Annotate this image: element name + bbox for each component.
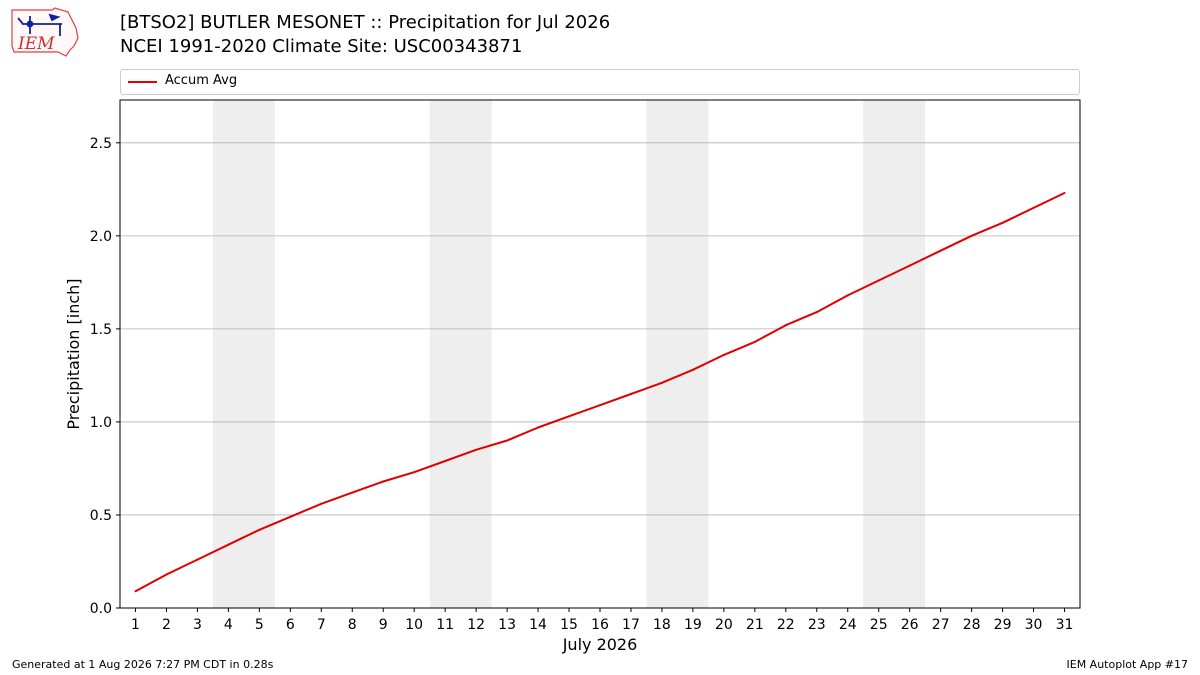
data-point xyxy=(289,515,292,518)
chart-title: [BTSO2] BUTLER MESONET :: Precipitation … xyxy=(120,12,611,33)
data-point xyxy=(846,294,849,297)
data-point xyxy=(134,590,137,593)
x-tick-label: 31 xyxy=(1056,617,1074,633)
data-point xyxy=(382,480,385,483)
generated-timestamp: Generated at 1 Aug 2026 7:27 PM CDT in 0… xyxy=(12,658,274,671)
y-axis-label: Precipitation [inch] xyxy=(64,278,83,429)
data-point xyxy=(784,324,787,327)
data-point xyxy=(691,368,694,371)
data-point xyxy=(165,573,168,576)
y-tick-label: 0.5 xyxy=(90,508,112,524)
data-point xyxy=(568,415,571,418)
data-point xyxy=(537,426,540,429)
data-point xyxy=(722,353,725,356)
data-point xyxy=(444,459,447,462)
x-tick-label: 3 xyxy=(193,617,202,633)
weekend-band-1 xyxy=(212,100,275,608)
data-point xyxy=(227,543,230,546)
data-point xyxy=(599,404,601,407)
app-credit: IEM Autoplot App #17 xyxy=(1066,658,1189,671)
x-tick-label: 5 xyxy=(255,617,264,633)
data-point xyxy=(908,264,911,267)
data-point xyxy=(196,558,199,561)
legend-label-accum-avg: Accum Avg xyxy=(165,73,238,88)
data-point xyxy=(320,502,323,505)
weekend-band-4 xyxy=(863,100,926,608)
y-tick-label: 2.5 xyxy=(90,136,112,152)
x-tick-label: 24 xyxy=(839,617,857,633)
x-tick-label: 21 xyxy=(746,617,764,633)
chart-subtitle: NCEI 1991-2020 Climate Site: USC00343871 xyxy=(120,36,523,57)
data-point xyxy=(506,439,509,442)
x-tick-label: 9 xyxy=(379,617,388,633)
data-point xyxy=(629,393,632,396)
x-tick-label: 8 xyxy=(348,617,357,633)
x-tick-label: 28 xyxy=(963,617,981,633)
data-point xyxy=(877,279,880,282)
iem-logo: IEM xyxy=(11,7,79,57)
data-point xyxy=(1063,192,1066,195)
data-point xyxy=(1001,221,1004,224)
y-tick-label: 1.5 xyxy=(90,322,112,338)
data-point xyxy=(753,340,756,343)
y-tick-label: 0.0 xyxy=(90,601,112,617)
x-tick-label: 12 xyxy=(467,617,485,633)
x-tick-label: 6 xyxy=(286,617,295,633)
y-tick-label: 2.0 xyxy=(90,229,112,245)
x-tick-label: 4 xyxy=(224,617,233,633)
x-tick-label: 16 xyxy=(591,617,609,633)
legend-swatch-accum-avg xyxy=(128,81,157,83)
data-point xyxy=(939,249,942,252)
x-tick-label: 27 xyxy=(932,617,950,633)
weekend-band-3 xyxy=(646,100,709,608)
data-point xyxy=(660,381,663,384)
x-tick-label: 15 xyxy=(560,617,578,633)
x-tick-label: 11 xyxy=(436,617,454,633)
x-tick-label: 13 xyxy=(498,617,516,633)
x-tick-label: 30 xyxy=(1025,617,1043,633)
data-point xyxy=(1032,206,1035,209)
x-tick-label: 29 xyxy=(994,617,1012,633)
legend: Accum Avg xyxy=(120,69,1080,95)
data-point xyxy=(815,311,818,314)
x-tick-label: 14 xyxy=(529,617,547,633)
data-point xyxy=(970,234,973,237)
x-tick-label: 2 xyxy=(162,617,171,633)
x-axis-label: July 2026 xyxy=(562,635,638,654)
x-tick-label: 23 xyxy=(808,617,826,633)
x-tick-label: 22 xyxy=(777,617,795,633)
x-tick-label: 1 xyxy=(131,617,140,633)
data-point xyxy=(351,491,354,494)
weekend-band-2 xyxy=(429,100,492,608)
x-tick-label: 18 xyxy=(653,617,671,633)
data-point xyxy=(258,528,261,531)
y-tick-label: 1.0 xyxy=(90,415,112,431)
x-tick-label: 20 xyxy=(715,617,733,633)
x-tick-label: 25 xyxy=(870,617,888,633)
x-tick-label: 26 xyxy=(901,617,919,633)
logo-text: IEM xyxy=(17,34,55,54)
data-point xyxy=(413,471,416,474)
x-tick-label: 17 xyxy=(622,617,640,633)
x-tick-label: 10 xyxy=(405,617,423,633)
data-point xyxy=(475,448,478,451)
x-tick-label: 7 xyxy=(317,617,326,633)
x-tick-label: 19 xyxy=(684,617,702,633)
